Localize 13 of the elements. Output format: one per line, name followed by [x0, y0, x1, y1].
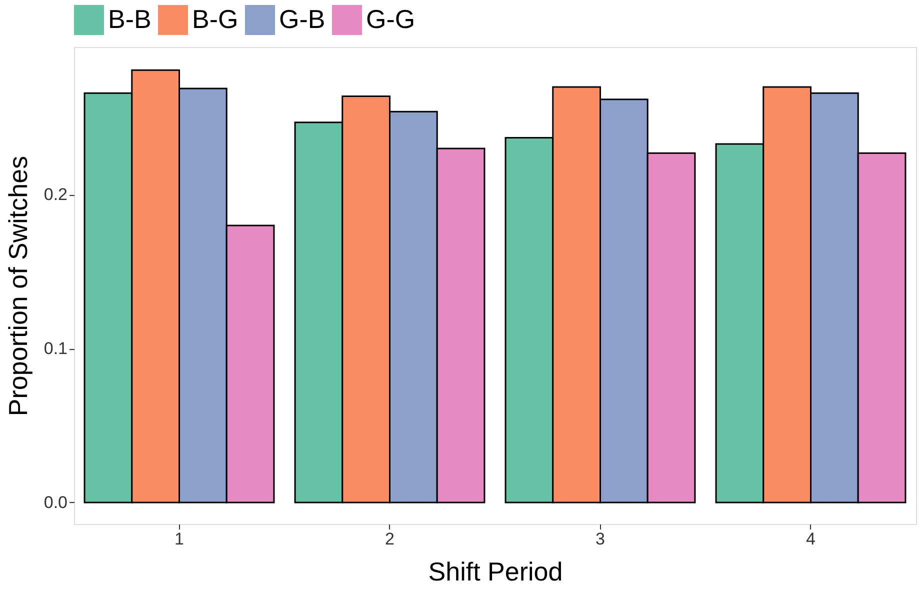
x-tick-label: 3: [596, 530, 605, 548]
x-axis-title: Shift Period: [428, 556, 563, 586]
y-tick-label: 0.1: [44, 339, 68, 358]
x-tick-label: 1: [174, 530, 184, 548]
x-tick-label: 4: [806, 530, 816, 548]
legend-label: G-B: [279, 4, 326, 34]
legend-label: B-B: [108, 4, 152, 34]
y-tick-label: 0.0: [44, 492, 68, 512]
x-tick-label: 2: [385, 530, 394, 548]
y-axis-title: Proportion of Switches: [2, 156, 33, 416]
legend-label: B-G: [192, 4, 238, 34]
legend-label: G-G: [366, 4, 416, 34]
y-tick-label: 0.2: [44, 185, 68, 204]
